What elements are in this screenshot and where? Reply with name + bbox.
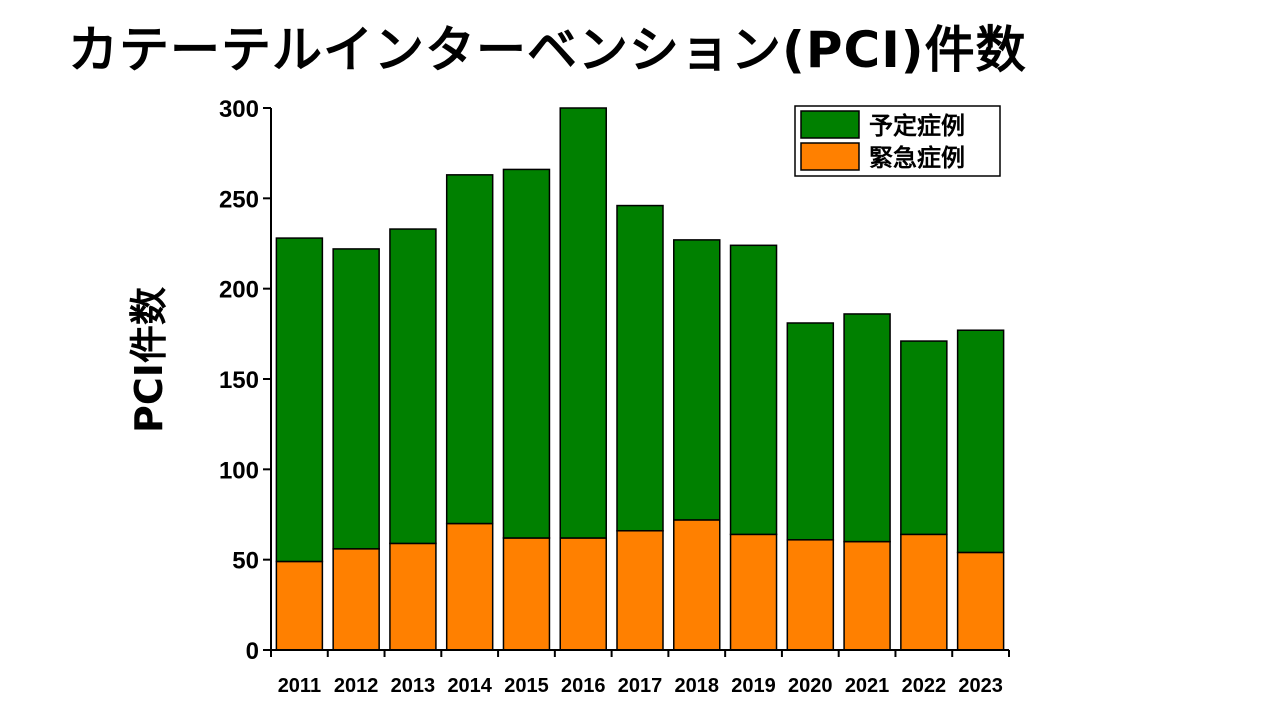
- y-tick-label: 150: [219, 367, 259, 394]
- bar-emergency-2017: [616, 530, 664, 651]
- bar-emergency-2014: [445, 522, 494, 651]
- legend-label-planned: 予定症例: [869, 112, 965, 140]
- bar-emergency-2020: [786, 539, 835, 651]
- bar-planned-2016: [559, 107, 607, 539]
- y-tick-label: 0: [246, 638, 259, 665]
- bar-emergency-2021: [843, 540, 891, 651]
- x-tick-label-2018: 2018: [675, 675, 720, 697]
- bar-planned-2017: [616, 204, 664, 532]
- legend-swatch-emergency: [800, 142, 860, 171]
- y-tick-label: 100: [219, 457, 259, 484]
- x-tick-label-2015: 2015: [504, 675, 549, 697]
- y-ticks: 0 50 100 150 200 250 300: [219, 96, 271, 665]
- bar-emergency-2011: [275, 560, 324, 651]
- bar-planned-2019: [729, 244, 778, 536]
- bar-planned-2021: [843, 313, 891, 543]
- chart-title: カテーテルインターベンション(PCI)件数: [68, 21, 1027, 79]
- bar-emergency-2019: [729, 533, 778, 651]
- x-tick-label-2011: 2011: [278, 675, 321, 697]
- bar-planned-2018: [673, 239, 721, 521]
- bar-emergency-2018: [673, 519, 721, 651]
- x-tick-label-2012: 2012: [334, 675, 379, 697]
- bar-emergency-2022: [900, 533, 948, 651]
- x-tick-label-2020: 2020: [788, 675, 833, 697]
- bar-emergency-2015: [502, 537, 551, 651]
- bar-planned-2015: [502, 168, 551, 539]
- x-tick-label-2021: 2021: [845, 675, 890, 697]
- bar-planned-2013: [389, 228, 437, 545]
- bar-emergency-2023: [956, 551, 1005, 651]
- x-tick-label-2022: 2022: [902, 675, 947, 697]
- x-tick-label-2016: 2016: [561, 675, 606, 697]
- y-axis-label: PCI件数: [127, 287, 171, 433]
- x-tick-label-2014: 2014: [447, 675, 492, 697]
- legend-label-emergency: 緊急症例: [869, 144, 965, 172]
- x-tick-label-2017: 2017: [618, 675, 663, 697]
- bar-planned-2020: [786, 322, 835, 541]
- x-ticks: 2011 2012 2013 2014 2015 2016 2017 2018 2019 2020…: [270, 650, 1010, 697]
- y-tick-label: 250: [219, 186, 259, 213]
- bar-planned-2012: [332, 248, 380, 550]
- legend-swatch-planned: [800, 110, 860, 139]
- bar-emergency-2012: [332, 548, 380, 651]
- bar-planned-2014: [445, 174, 494, 525]
- y-tick-label: 300: [219, 96, 259, 123]
- bar-emergency-2013: [389, 542, 437, 651]
- x-tick-label-2023: 2023: [958, 675, 1003, 697]
- bar-planned-2023: [956, 329, 1005, 554]
- bar-emergency-2016: [559, 537, 607, 651]
- bar-planned-2011: [275, 237, 324, 563]
- bar-planned-2022: [900, 340, 948, 536]
- x-tick-label-2019: 2019: [731, 675, 776, 697]
- x-tick-label-2013: 2013: [391, 675, 436, 697]
- y-tick-label: 200: [219, 277, 259, 304]
- bars-layer: [275, 107, 1005, 651]
- y-tick-label: 50: [232, 548, 259, 575]
